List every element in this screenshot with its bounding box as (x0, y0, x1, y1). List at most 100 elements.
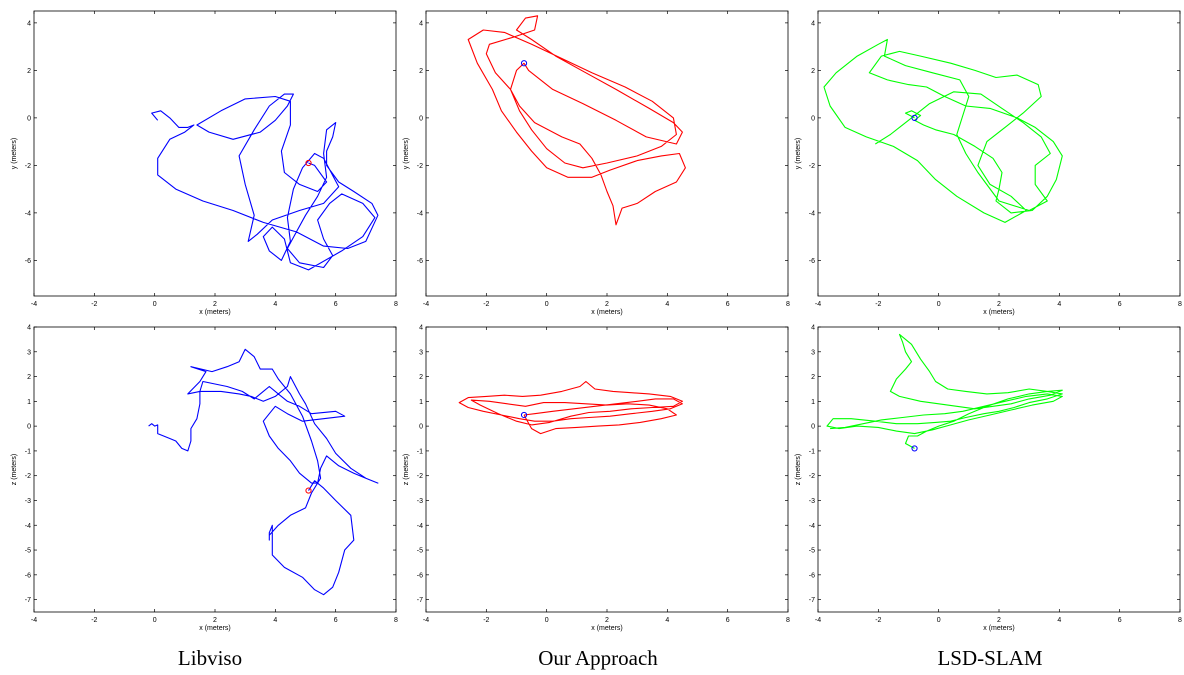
plot-frame (425, 10, 789, 297)
x-tick-label: 6 (334, 617, 338, 624)
x-tick-label: 8 (1178, 301, 1182, 308)
y-tick-label: -1 (809, 448, 815, 455)
start-marker (911, 114, 918, 121)
x-axis-label: x (meters) (199, 625, 231, 632)
x-tick-label: 4 (1057, 617, 1061, 624)
y-tick-label: 2 (27, 374, 31, 381)
trajectory-line (467, 15, 686, 226)
x-tick-label: -4 (31, 301, 37, 308)
x-tick-label: 4 (1057, 301, 1061, 308)
y-tick-label: -2 (417, 163, 423, 170)
x-tick-label: -4 (815, 617, 821, 624)
plot-frame (33, 326, 397, 613)
x-tick-label: 6 (334, 301, 338, 308)
plot-panel: -4 -2 0 2 4 6 8 -7 -6 -5 -4 -3 -2 -1 0 1 2 3 4 x (meters) z … (795, 325, 1182, 633)
y-tick-label: -6 (417, 572, 423, 579)
x-tick-label: 8 (786, 301, 790, 308)
start-marker (305, 487, 312, 494)
x-tick-label: 8 (786, 617, 790, 624)
y-tick-label: 3 (419, 349, 423, 356)
x-tick-label: -2 (875, 617, 881, 624)
start-marker (520, 411, 528, 419)
x-tick-label: -4 (815, 301, 821, 308)
y-tick-label: -6 (25, 258, 31, 265)
y-tick-label: -3 (25, 498, 31, 505)
y-tick-label: -5 (809, 548, 815, 555)
x-tick-label: 6 (726, 301, 730, 308)
y-tick-label: 2 (27, 68, 31, 75)
x-tick-label: 6 (726, 617, 730, 624)
x-tick-label: 2 (605, 301, 609, 308)
y-tick-label: -6 (25, 572, 31, 579)
plot-frame (425, 326, 789, 613)
x-tick-label: 8 (394, 617, 398, 624)
y-tick-label: 3 (811, 349, 815, 356)
x-tick-label: 0 (153, 617, 157, 624)
x-tick-label: 4 (273, 617, 277, 624)
x-tick-label: 0 (545, 617, 549, 624)
y-tick-label: -6 (809, 258, 815, 265)
x-tick-label: -2 (875, 301, 881, 308)
plot-panel: -4 -2 0 2 4 6 8 -6 -4 -2 0 2 4 x (meters) y (meters) (795, 10, 1182, 316)
y-tick-label: 2 (811, 68, 815, 75)
plot-panel: -4 -2 0 2 4 6 8 -7 -6 -5 -4 -3 -2 -1 0 1 2 3 4 x (meters) z … (403, 325, 790, 633)
caption-lsd-slam: LSD-SLAM (937, 646, 1042, 670)
y-tick-label: -5 (25, 548, 31, 555)
y-tick-label: 4 (419, 20, 423, 27)
x-tick-label: 2 (213, 301, 217, 308)
y-tick-label: 0 (27, 424, 31, 431)
y-tick-label: -1 (417, 448, 423, 455)
x-tick-label: 4 (665, 617, 669, 624)
y-axis-label: y (meters) (403, 138, 410, 170)
x-tick-label: 8 (394, 301, 398, 308)
trajectory-line (823, 38, 1063, 223)
y-tick-label: 0 (419, 115, 423, 122)
y-tick-label: -4 (417, 210, 423, 217)
x-tick-label: 4 (273, 301, 277, 308)
y-tick-label: 3 (27, 349, 31, 356)
y-tick-label: -4 (25, 523, 31, 530)
x-tick-label: -2 (483, 617, 489, 624)
y-tick-label: 2 (419, 374, 423, 381)
plot-panels: -4 -2 0 2 4 6 8 -6 -4 -2 0 2 4 x (meters) y (meters) -4… (11, 10, 1182, 633)
plot-frame (817, 326, 1181, 613)
y-tick-label: -2 (809, 163, 815, 170)
y-tick-label: -4 (417, 523, 423, 530)
plot-panel: -4 -2 0 2 4 6 8 -7 -6 -5 -4 -3 -2 -1 0 1 2 3 4 x (meters) z … (11, 325, 398, 633)
plot-frame (817, 10, 1181, 297)
plot-panel: -4 -2 0 2 4 6 8 -6 -4 -2 0 2 4 x (meters) y (meters) (11, 10, 398, 316)
x-axis-label: x (meters) (983, 309, 1015, 316)
y-tick-label: -2 (25, 163, 31, 170)
y-tick-label: -4 (809, 210, 815, 217)
x-tick-label: 0 (937, 617, 941, 624)
y-tick-label: -3 (809, 498, 815, 505)
caption-our-approach: Our Approach (538, 646, 658, 670)
y-tick-label: 4 (811, 325, 815, 332)
x-tick-label: -4 (31, 617, 37, 624)
y-axis-label: y (meters) (795, 138, 802, 170)
caption-libviso: Libviso (178, 646, 242, 670)
y-tick-label: 0 (811, 115, 815, 122)
y-tick-label: -1 (25, 448, 31, 455)
y-tick-label: -6 (417, 258, 423, 265)
x-axis-label: x (meters) (199, 309, 231, 316)
x-tick-label: 6 (1118, 617, 1122, 624)
x-tick-label: 4 (665, 301, 669, 308)
y-tick-label: -3 (417, 498, 423, 505)
y-tick-label: -2 (25, 473, 31, 480)
y-axis-label: z (meters) (403, 454, 410, 486)
x-tick-label: -2 (91, 617, 97, 624)
x-tick-label: 0 (545, 301, 549, 308)
y-tick-label: 1 (27, 399, 31, 406)
y-tick-label: 1 (419, 399, 423, 406)
plot-panel: -4 -2 0 2 4 6 8 -6 -4 -2 0 2 4 x (meters) y (meters) (403, 10, 790, 316)
y-axis-label: y (meters) (11, 138, 18, 170)
start-marker (911, 445, 918, 452)
y-tick-label: 0 (419, 424, 423, 431)
trajectory-line (148, 348, 379, 596)
y-tick-label: 0 (811, 424, 815, 431)
x-tick-label: 0 (153, 301, 157, 308)
y-tick-label: -4 (25, 210, 31, 217)
x-tick-label: 2 (605, 617, 609, 624)
